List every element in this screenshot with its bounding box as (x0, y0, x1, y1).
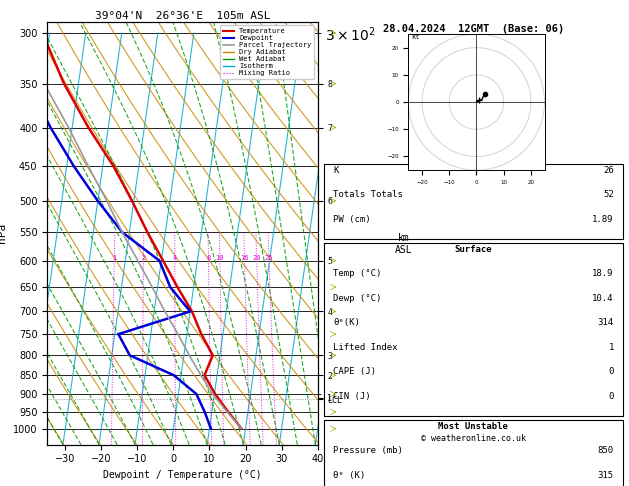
Text: kt: kt (411, 35, 420, 40)
Text: 26: 26 (603, 166, 614, 174)
Text: 1: 1 (608, 343, 614, 352)
Text: 28.04.2024  12GMT  (Base: 06): 28.04.2024 12GMT (Base: 06) (382, 24, 564, 34)
Text: 18.9: 18.9 (593, 269, 614, 278)
Text: K: K (333, 166, 338, 174)
Text: CAPE (J): CAPE (J) (333, 367, 376, 376)
Text: 1.89: 1.89 (593, 215, 614, 224)
Legend: Temperature, Dewpoint, Parcel Trajectory, Dry Adiabat, Wet Adiabat, Isotherm, Mi: Temperature, Dewpoint, Parcel Trajectory… (220, 25, 314, 79)
Text: 1: 1 (112, 255, 116, 261)
Text: 16: 16 (240, 255, 249, 261)
Text: Temp (°C): Temp (°C) (333, 269, 381, 278)
Text: © weatheronline.co.uk: © weatheronline.co.uk (421, 434, 526, 443)
Text: 0: 0 (608, 392, 614, 401)
Text: Dewp (°C): Dewp (°C) (333, 294, 381, 303)
Text: 2: 2 (142, 255, 145, 261)
Text: 315: 315 (598, 471, 614, 480)
Y-axis label: hPa: hPa (0, 223, 8, 243)
Text: 850: 850 (598, 446, 614, 455)
Text: 10.4: 10.4 (593, 294, 614, 303)
Text: 20: 20 (252, 255, 261, 261)
Text: Most Unstable: Most Unstable (438, 422, 508, 431)
Text: θᵉ(K): θᵉ(K) (333, 318, 360, 327)
Text: Lifted Index: Lifted Index (333, 343, 398, 352)
Text: 0: 0 (608, 367, 614, 376)
Text: CIN (J): CIN (J) (333, 392, 370, 401)
Text: 314: 314 (598, 318, 614, 327)
Text: θᵉ (K): θᵉ (K) (333, 471, 365, 480)
Text: Pressure (mb): Pressure (mb) (333, 446, 403, 455)
Text: PW (cm): PW (cm) (333, 215, 370, 224)
Text: 10: 10 (216, 255, 224, 261)
X-axis label: Dewpoint / Temperature (°C): Dewpoint / Temperature (°C) (103, 470, 262, 480)
Text: Surface: Surface (455, 244, 492, 254)
Y-axis label: km
ASL: km ASL (395, 233, 413, 255)
Text: 4: 4 (173, 255, 177, 261)
Text: 52: 52 (603, 190, 614, 199)
Text: 25: 25 (265, 255, 274, 261)
Title: 39°04'N  26°36'E  105m ASL: 39°04'N 26°36'E 105m ASL (94, 11, 270, 21)
Text: Totals Totals: Totals Totals (333, 190, 403, 199)
Text: 8: 8 (206, 255, 211, 261)
